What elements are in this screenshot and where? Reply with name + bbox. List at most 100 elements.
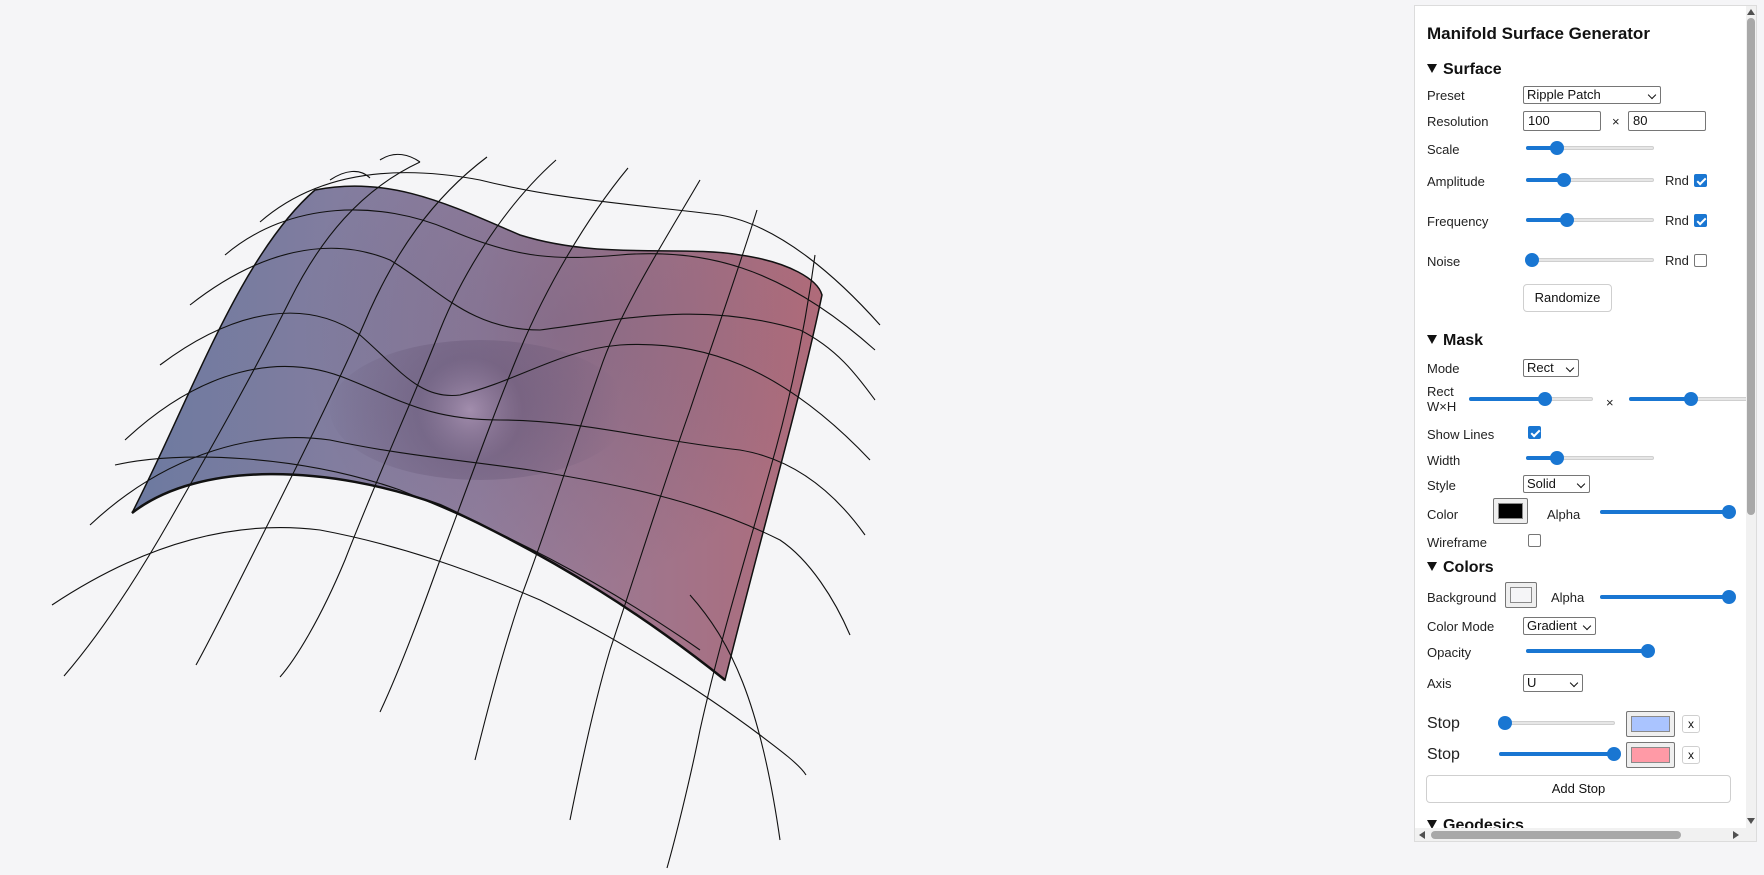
line-alpha-slider-thumb[interactable] [1721,505,1736,519]
noise-rnd-checkbox[interactable] [1694,254,1707,267]
frequency-label: Frequency [1427,214,1489,229]
chevron-down-icon [1427,64,1437,73]
color-mode-label: Color Mode [1427,619,1495,634]
color-label: Color [1427,507,1459,522]
rect-width-slider-thumb[interactable] [1537,392,1552,406]
mask-section-header[interactable]: Mask [1427,332,1483,350]
color-mode-value: Gradient [1527,618,1577,633]
surface-section-header[interactable]: Surface [1427,61,1502,79]
frequency-rnd-label: Rnd [1665,213,1689,228]
line-style-select[interactable]: Solid [1523,475,1590,493]
grid-lines [51,170,881,841]
panel-horizontal-scroll-thumb[interactable] [1431,831,1681,839]
background-color-swatch[interactable] [1505,582,1537,608]
stop-2-position-slider[interactable] [1499,746,1621,762]
chevron-down-icon [1427,562,1437,571]
background-alpha-slider[interactable] [1600,589,1736,605]
wireframe-checkbox[interactable] [1528,534,1541,547]
background-color-preview [1510,587,1532,603]
show-lines-checkbox[interactable] [1528,426,1541,439]
amplitude-label: Amplitude [1427,174,1485,189]
noise-label: Noise [1427,254,1461,269]
amplitude-slider-thumb[interactable] [1557,173,1572,187]
mode-label: Mode [1427,361,1460,376]
resolution-label: Resolution [1427,114,1489,129]
rect-times: × [1606,395,1614,410]
control-panel: Manifold Surface Generator Surface Prese… [1414,5,1757,842]
resolution-v-input[interactable]: 80 [1628,111,1706,131]
amplitude-slider[interactable] [1526,172,1654,188]
chevron-down-icon [1427,335,1437,344]
chevron-down-icon [1427,820,1437,828]
panel-vertical-scroll-thumb[interactable] [1747,18,1755,515]
scale-slider-thumb[interactable] [1549,141,1564,155]
stop-1-remove-button[interactable]: x [1682,715,1700,733]
noise-slider-thumb[interactable] [1525,253,1540,267]
stop-2-position-thumb[interactable] [1606,747,1621,761]
panel-horizontal-scrollbar[interactable] [1415,828,1756,841]
frequency-slider-thumb[interactable] [1559,213,1574,227]
noise-slider[interactable] [1525,252,1654,268]
gradient-axis-value: U [1527,675,1537,690]
panel-vertical-scrollbar[interactable] [1746,6,1756,828]
stop-1-position-slider[interactable] [1497,715,1615,731]
background-label: Background [1427,590,1497,605]
stop-2-label: Stop [1427,746,1460,763]
resolution-u-input[interactable]: 100 [1523,111,1601,131]
line-color-preview [1498,503,1523,519]
resolution-times: × [1612,114,1620,129]
line-width-slider-thumb[interactable] [1549,451,1564,465]
rect-label-line1: Rect [1427,384,1454,399]
scale-label: Scale [1427,142,1460,157]
color-mode-select[interactable]: Gradient [1523,617,1596,635]
frequency-rnd-checkbox[interactable] [1694,214,1707,227]
scale-slider[interactable] [1526,140,1654,156]
frequency-slider[interactable] [1526,212,1654,228]
randomize-button[interactable]: Randomize [1523,284,1612,312]
mask-mode-value: Rect [1527,360,1554,375]
scroll-up-icon[interactable] [1747,9,1755,15]
preset-select-value: Ripple Patch [1527,87,1601,102]
amplitude-rnd-label: Rnd [1665,173,1689,188]
rect-label: Rect W×H [1427,384,1456,414]
rect-label-line2: W×H [1427,399,1457,414]
line-alpha-slider[interactable] [1600,504,1736,520]
line-width-slider[interactable] [1526,450,1654,466]
scroll-right-icon[interactable] [1733,831,1739,839]
preset-label: Preset [1427,88,1465,103]
background-alpha-slider-thumb[interactable] [1721,590,1736,604]
stop-2-color-preview [1631,747,1670,763]
opacity-slider[interactable] [1526,643,1655,659]
stop-1-label: Stop [1427,715,1460,732]
rect-width-slider[interactable] [1469,391,1593,407]
rect-height-slider[interactable] [1629,391,1746,407]
stop-2-remove-button[interactable]: x [1682,746,1700,764]
preset-select[interactable]: Ripple Patch [1523,86,1661,104]
amplitude-rnd-checkbox[interactable] [1694,174,1707,187]
opacity-label: Opacity [1427,645,1472,660]
line-alpha-label: Alpha [1547,507,1581,522]
background-alpha-label: Alpha [1551,590,1585,605]
line-color-swatch[interactable] [1493,498,1528,524]
geodesics-section-header[interactable]: Geodesics [1427,817,1524,828]
scroll-left-icon[interactable] [1419,831,1425,839]
stop-1-position-thumb[interactable] [1497,716,1512,730]
scroll-down-icon[interactable] [1747,818,1755,824]
colors-section-header[interactable]: Colors [1427,559,1494,577]
add-stop-button[interactable]: Add Stop [1426,775,1731,803]
gradient-axis-select[interactable]: U [1523,674,1583,692]
width-label: Width [1427,453,1461,468]
mask-mode-select[interactable]: Rect [1523,359,1579,377]
colors-section-title: Colors [1443,559,1494,576]
mask-section-title: Mask [1443,332,1484,349]
stop-1-color-swatch[interactable] [1626,711,1675,737]
stop-1-color-preview [1631,716,1670,732]
stop-2-color-swatch[interactable] [1626,742,1675,768]
panel-title: Manifold Surface Generator [1427,24,1650,43]
opacity-slider-thumb[interactable] [1640,644,1655,658]
show-lines-label: Show Lines [1427,427,1495,442]
style-label: Style [1427,478,1456,493]
rect-height-slider-thumb[interactable] [1684,392,1698,406]
